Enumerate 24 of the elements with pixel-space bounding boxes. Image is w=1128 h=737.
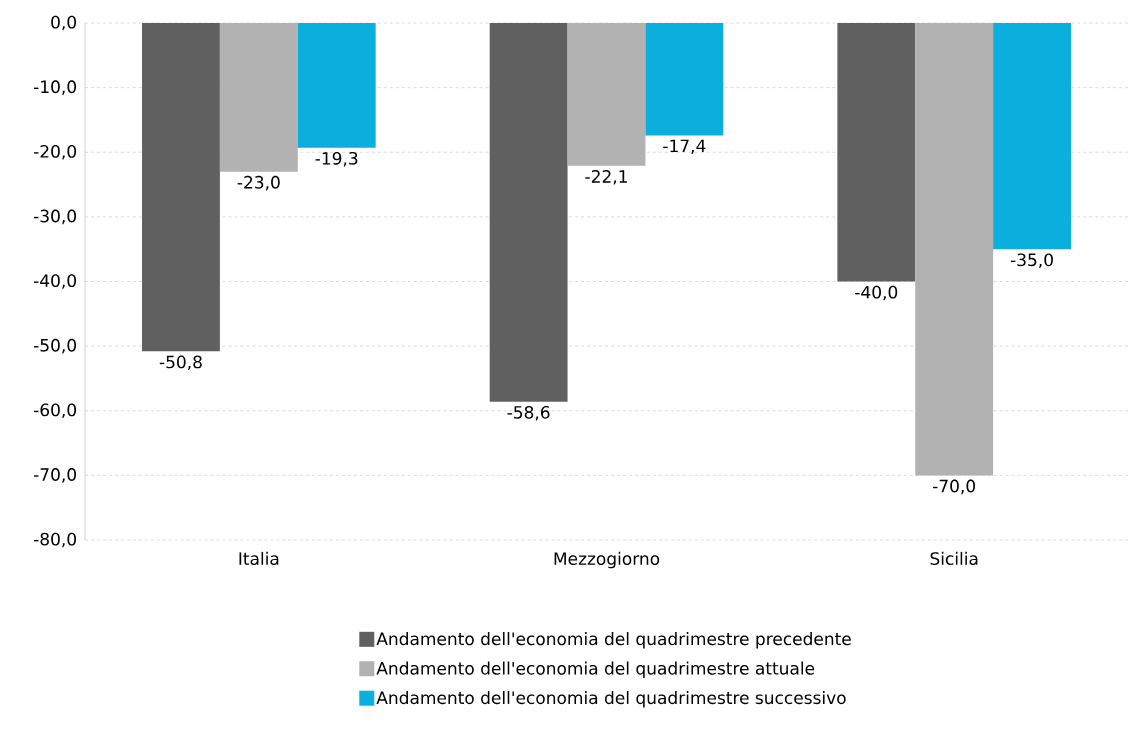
y-tick-label: 0,0 xyxy=(51,15,76,31)
data-label: -35,0 xyxy=(1010,253,1053,268)
y-tick-label: -40,0 xyxy=(33,274,76,289)
y-tick-label: -80,0 xyxy=(33,532,76,548)
x-tick-label: Mezzogiorno xyxy=(554,551,660,569)
data-label: -70,0 xyxy=(933,479,976,495)
y-tick-label: -50,0 xyxy=(33,338,76,354)
data-label: -22,1 xyxy=(585,170,627,185)
x-tick-label: Italia xyxy=(239,551,279,566)
y-tick-label: -10,0 xyxy=(33,80,76,95)
legend-label: Andamento dell'economia del quadrimestre successivo xyxy=(376,690,846,708)
y-tick-label: -70,0 xyxy=(33,468,76,483)
y-tick-label: -60,0 xyxy=(33,403,76,419)
y-tick-label: -20,0 xyxy=(33,144,76,160)
data-label: -40,0 xyxy=(855,285,898,301)
x-tick-label: Sicilia xyxy=(930,551,978,566)
legend-label: Andamento dell'economia del quadrimestre attuale xyxy=(376,661,815,678)
legend-label: Andamento dell'economia del quadrimestre precedente xyxy=(376,632,851,649)
y-tick-label: -30,0 xyxy=(33,209,76,225)
data-label: -23,0 xyxy=(237,175,280,191)
data-label: -58,6 xyxy=(507,405,550,421)
data-label: -19,3 xyxy=(315,151,358,167)
data-label: -50,8 xyxy=(159,355,202,371)
data-label: -17,4 xyxy=(663,139,706,155)
